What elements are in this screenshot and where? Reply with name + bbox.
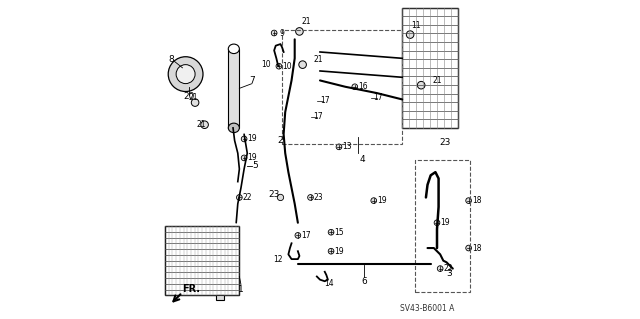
Text: 11: 11 [412,21,421,30]
Circle shape [336,144,342,150]
Text: 1: 1 [238,285,244,294]
Circle shape [295,233,301,238]
Circle shape [299,61,307,69]
Circle shape [296,28,303,35]
Bar [415,160,470,292]
Text: 19: 19 [377,196,387,205]
Bar [165,226,239,295]
Text: 7: 7 [249,76,255,85]
Text: 19: 19 [247,134,257,144]
Text: 16: 16 [358,82,367,91]
Circle shape [276,63,282,69]
Circle shape [417,81,425,89]
Text: 19: 19 [440,218,450,227]
Bar [282,30,402,144]
Bar [228,49,239,128]
Circle shape [271,30,277,36]
Circle shape [277,194,284,201]
Text: 14: 14 [324,279,334,288]
Circle shape [201,121,209,129]
Text: 22: 22 [243,193,252,202]
Text: 23: 23 [439,137,451,147]
Text: SV43-B6001 A: SV43-B6001 A [401,304,454,313]
Text: 4: 4 [360,155,365,164]
Text: 21: 21 [189,93,198,102]
Circle shape [434,220,440,226]
Circle shape [168,57,203,92]
Text: 19: 19 [247,153,257,162]
Text: 13: 13 [342,142,352,151]
Circle shape [466,245,472,251]
Text: 12: 12 [273,255,283,263]
Circle shape [352,84,358,90]
Circle shape [308,195,314,200]
Circle shape [406,31,414,38]
Text: 9: 9 [280,28,285,38]
Text: 10: 10 [261,60,271,69]
Text: 2: 2 [278,136,284,145]
Bar [402,8,458,128]
Text: FR.: FR. [182,284,200,294]
Circle shape [241,136,247,142]
Ellipse shape [228,44,239,54]
Circle shape [371,198,376,204]
Circle shape [237,195,242,200]
Text: 21: 21 [301,18,310,26]
Circle shape [328,229,334,235]
Text: 23: 23 [268,190,280,199]
Circle shape [437,266,443,271]
Circle shape [176,65,195,84]
Text: 3: 3 [446,269,452,278]
Text: 17: 17 [301,231,310,240]
Text: 21: 21 [196,120,206,129]
Text: 22: 22 [444,264,453,273]
Text: 10: 10 [282,62,292,71]
Text: 6: 6 [362,277,367,286]
Text: 8: 8 [168,56,174,64]
Text: 21: 21 [314,56,323,64]
Text: 19: 19 [334,247,344,256]
FancyBboxPatch shape [216,295,223,300]
Text: 17: 17 [374,93,383,102]
Text: 18: 18 [472,196,481,205]
Text: 20: 20 [183,92,195,101]
Circle shape [191,99,199,106]
Text: 5: 5 [252,161,258,170]
Text: 15: 15 [334,228,344,237]
Text: 17: 17 [320,97,330,106]
Circle shape [241,155,247,161]
Text: 23: 23 [314,193,323,202]
Text: 21: 21 [432,76,442,85]
Text: 17: 17 [314,112,323,121]
Text: 18: 18 [472,243,481,253]
Circle shape [466,198,472,204]
Ellipse shape [228,123,239,133]
Circle shape [328,249,334,254]
